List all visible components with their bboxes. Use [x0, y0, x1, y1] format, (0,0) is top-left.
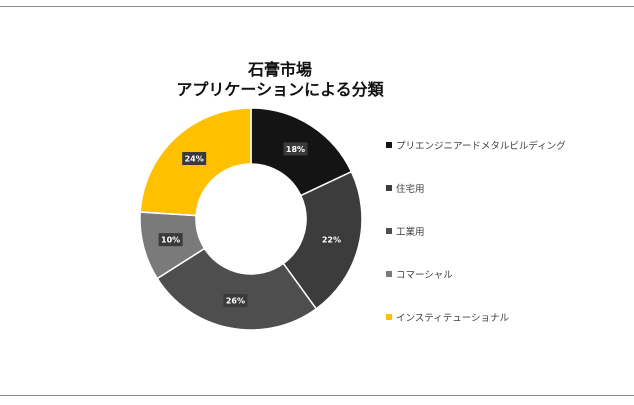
- chart-title-line-1: 石膏市場: [247, 60, 312, 79]
- svg-text:18%: 18%: [286, 145, 305, 154]
- chart-legend: プリエンジニアードメタルビルディング 住宅用工業用コマーシャルインスティテューショ…: [386, 123, 626, 338]
- legend-swatch: [386, 313, 392, 320]
- legend-swatch: [386, 141, 392, 148]
- legend-label: コマーシャル: [396, 269, 453, 281]
- legend-swatch: [386, 227, 392, 234]
- slice-data-label-2: 26%: [223, 294, 248, 308]
- slice-data-label-1: 22%: [319, 233, 344, 247]
- slice-data-label-4: 24%: [182, 151, 207, 165]
- legend-item-3: コマーシャル: [386, 252, 626, 295]
- svg-text:22%: 22%: [322, 236, 341, 245]
- legend-item-2: 工業用: [386, 209, 626, 252]
- legend-label: 工業用: [396, 226, 425, 238]
- legend-item-0: プリエンジニアードメタルビルディング: [386, 123, 626, 166]
- donut-slice-2: [156, 247, 318, 331]
- legend-label: プリエンジニアードメタルビルディング: [396, 140, 566, 152]
- legend-label: インスティテューショナル: [396, 312, 510, 324]
- legend-label: 住宅用: [396, 183, 425, 195]
- top-divider: [0, 6, 634, 7]
- legend-item-1: 住宅用: [386, 166, 626, 209]
- svg-text:24%: 24%: [185, 154, 204, 163]
- svg-text:10%: 10%: [161, 236, 180, 245]
- svg-text:26%: 26%: [226, 297, 245, 306]
- bottom-divider: [0, 395, 634, 396]
- legend-swatch: [386, 270, 392, 277]
- chart-title-line-2: アプリケーションによる分類: [176, 80, 384, 99]
- legend-swatch: [386, 184, 392, 191]
- legend-item-4: インスティテューショナル: [386, 295, 626, 338]
- slice-data-label-3: 10%: [158, 233, 183, 247]
- slice-data-label-0: 18%: [283, 142, 308, 156]
